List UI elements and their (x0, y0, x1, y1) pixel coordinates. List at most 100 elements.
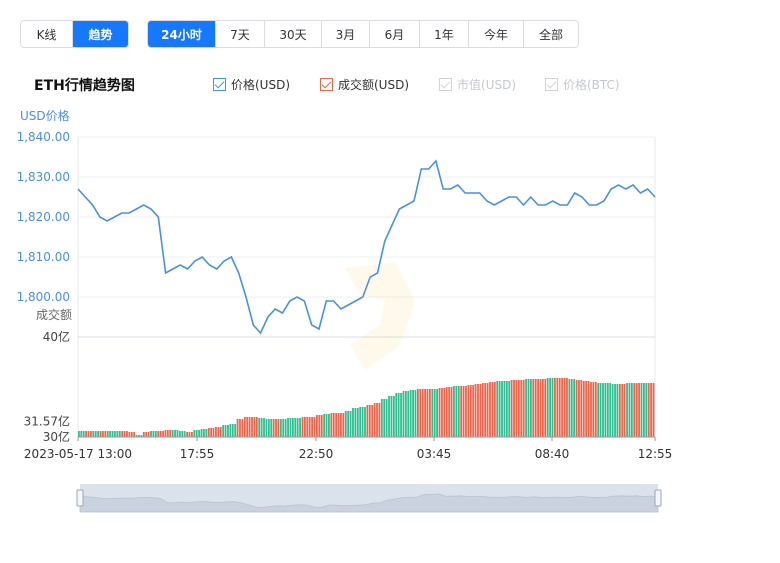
volume-bar-stripe (453, 386, 455, 437)
volume-bar (373, 403, 381, 437)
legend-volume-usd[interactable]: 成交额(USD) (320, 76, 409, 93)
volume-bar (114, 431, 121, 437)
volume-bar-stripe (522, 380, 525, 437)
volume-bar-stripe (263, 418, 265, 437)
volume-bar-stripe (460, 386, 463, 437)
volume-bar-stripe (203, 429, 205, 437)
volume-bar-stripe (174, 430, 176, 437)
volume-bar-stripe (301, 417, 304, 437)
volume-bar-stripe (575, 380, 578, 437)
volume-bar-stripe (361, 407, 364, 437)
x-tick-label: 2023-05-17 13:00 (24, 447, 132, 461)
range-3m-button[interactable]: 3月 (322, 21, 370, 47)
volume-bar-stripe (493, 382, 496, 437)
volume-bar-stripe (344, 411, 347, 437)
volume-bar-stripe (258, 418, 261, 437)
volume-bar-stripe (279, 419, 282, 437)
checkbox-disabled-icon (439, 78, 452, 91)
volume-bar-stripe (306, 417, 309, 437)
volume-bar-stripe (114, 431, 116, 437)
volume-bar-stripe (106, 431, 109, 437)
volume-bar (258, 418, 265, 437)
volume-bar-stripe (347, 411, 350, 437)
volume-bar-stripe (359, 407, 362, 437)
volume-bar-stripe (448, 387, 451, 437)
volume-bar-stripe (352, 408, 354, 437)
volume-bar-stripe (97, 431, 100, 437)
volume-bar-stripe (429, 389, 431, 437)
range-24h-button[interactable]: 24小时 (148, 21, 216, 47)
volume-bar-stripe (400, 393, 402, 437)
volume-bar-stripe (130, 432, 133, 437)
volume-bar-stripe (474, 384, 477, 437)
volume-bar-stripe (517, 380, 520, 437)
legend-marketcap-usd[interactable]: 市值(USD) (439, 76, 516, 93)
volume-bar-stripe (414, 390, 417, 437)
volume-bar-stripe (529, 379, 532, 437)
volume-bar-stripe (222, 425, 225, 437)
volume-bar-stripe (340, 413, 342, 437)
range-7d-button[interactable]: 7天 (216, 21, 265, 47)
volume-bar-stripe (539, 379, 542, 437)
volume-bar-stripe (111, 431, 114, 437)
volume-bar-stripe (426, 389, 429, 437)
volume-bar-stripe (450, 387, 453, 437)
volume-bar-stripe (544, 379, 547, 437)
volume-bar-stripe (368, 405, 371, 437)
volume-bar-stripe (251, 417, 253, 437)
legend-label: 价格(USD) (231, 78, 291, 92)
volume-bar (366, 405, 374, 437)
legend-price-usd[interactable]: 价格(USD) (213, 76, 290, 93)
volume-bar-stripe (546, 378, 549, 437)
volume-bar-stripe (217, 427, 220, 437)
volume-bar-stripe (227, 425, 229, 437)
volume-bar-stripe (291, 418, 294, 437)
volume-bar (640, 383, 648, 437)
volume-bar-stripe (342, 413, 345, 437)
volume-bar-stripe (311, 417, 313, 437)
price-tick-label: 1,810.00 (17, 250, 70, 264)
volume-bar (575, 380, 583, 437)
volume-bar-stripe (385, 399, 388, 437)
volume-bar-stripe (378, 403, 381, 437)
volume-bar (481, 383, 489, 437)
volume-bar-stripe (349, 411, 352, 437)
volume-bar (380, 399, 388, 437)
range-6m-button[interactable]: 6月 (370, 21, 420, 47)
volume-bar-stripe (481, 383, 484, 437)
volume-bar-stripe (606, 383, 609, 437)
chart-title: ETH行情趋势图 (34, 78, 135, 94)
volume-bar-stripe (616, 384, 619, 437)
volume-bar-stripe (621, 384, 624, 437)
range-all-button[interactable]: 全部 (524, 21, 578, 47)
volume-bar-stripe (421, 389, 424, 437)
trend-button[interactable]: 趋势 (73, 21, 128, 47)
volume-bar-stripe (556, 378, 559, 437)
volume-bar-stripe (195, 430, 198, 437)
volume-bar-stripe (561, 378, 564, 437)
volume-bar (142, 432, 150, 437)
volume-bar (316, 415, 323, 437)
range-30d-button[interactable]: 30天 (265, 21, 322, 47)
volume-bar-stripe (532, 379, 535, 437)
volume-bar (525, 379, 532, 437)
volume-bar-stripe (337, 413, 340, 437)
volume-bar (467, 385, 475, 437)
navigator-handle[interactable] (76, 489, 84, 507)
volume-bar-stripe (551, 378, 554, 437)
volume-bar (359, 407, 366, 437)
volume-bar-stripe (515, 380, 518, 437)
navigator-handle[interactable] (654, 489, 662, 507)
range-1y-button[interactable]: 1年 (420, 21, 469, 47)
view-toggle: K线 趋势 (20, 20, 129, 48)
volume-bar-stripe (267, 419, 270, 437)
legend-price-btc[interactable]: 价格(BTC) (545, 76, 620, 93)
volume-bar (164, 430, 172, 437)
volume-bar-stripe (510, 380, 513, 437)
kline-button[interactable]: K线 (21, 21, 73, 47)
range-ytd-button[interactable]: 今年 (469, 21, 524, 47)
volume-bar-stripe (183, 431, 186, 437)
volume-bar-stripe (169, 430, 172, 437)
volume-bar (647, 383, 655, 437)
volume-bar (445, 387, 453, 437)
